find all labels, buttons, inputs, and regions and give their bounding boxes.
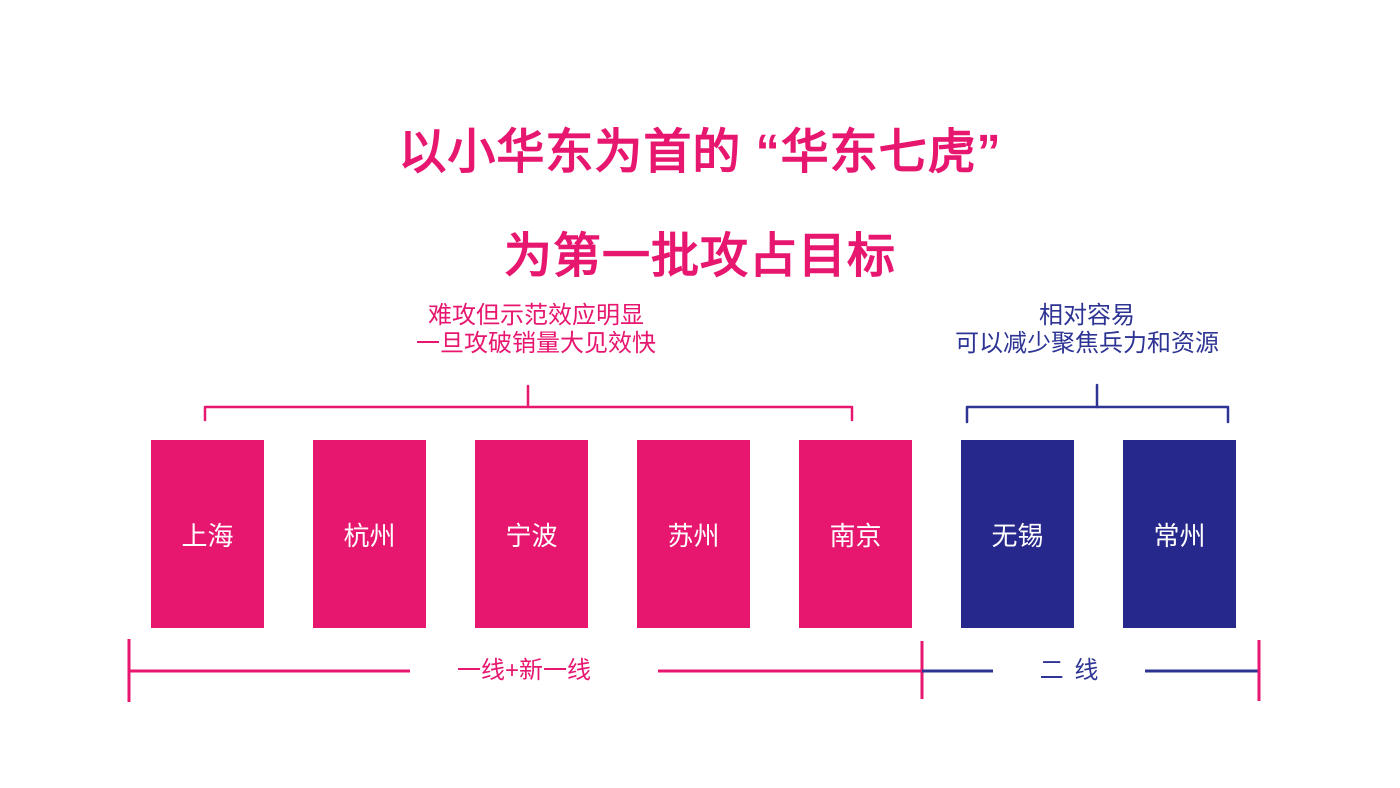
city-box-suzhou: 苏州 <box>637 440 750 628</box>
city-box-changzhou: 常州 <box>1123 440 1236 628</box>
second-group-annotation-line-1: 相对容易 <box>1039 302 1135 329</box>
city-box-label: 常州 <box>1153 520 1206 551</box>
city-box-label: 苏州 <box>667 520 720 551</box>
second-tier-label: 二 线 <box>1039 657 1101 684</box>
second-group-annotation-line-2: 可以减少聚焦兵力和资源 <box>955 330 1219 357</box>
first-group-annotation: 难攻但示范效应明显 一旦攻破销量大见效快 <box>416 302 656 358</box>
first-group-annotation-line-1: 难攻但示范效应明显 <box>428 302 644 329</box>
city-box-label: 上海 <box>181 520 234 551</box>
second-group-annotation: 相对容易 可以减少聚焦兵力和资源 <box>955 302 1219 358</box>
city-box-ningbo: 宁波 <box>475 440 588 628</box>
first-group-brace <box>203 405 854 422</box>
first-group-annotation-line-2: 一旦攻破销量大见效快 <box>416 330 656 357</box>
city-box-hangzhou: 杭州 <box>313 440 426 628</box>
slide-title-line-2: 为第一批攻占目标 <box>503 230 896 283</box>
city-box-label: 南京 <box>829 520 882 551</box>
first-tier-label: 一线+新一线 <box>456 657 592 684</box>
city-box-label: 宁波 <box>505 520 558 551</box>
city-box-label: 杭州 <box>343 520 396 551</box>
city-box-wuxi: 无锡 <box>961 440 1074 628</box>
second-group-brace <box>965 405 1230 424</box>
slide-title-line-1: 以小华东为首的 “华东七虎” <box>398 126 1002 179</box>
city-box-shanghai: 上海 <box>151 440 264 628</box>
city-box-nanjing: 南京 <box>799 440 912 628</box>
city-box-label: 无锡 <box>991 520 1044 551</box>
